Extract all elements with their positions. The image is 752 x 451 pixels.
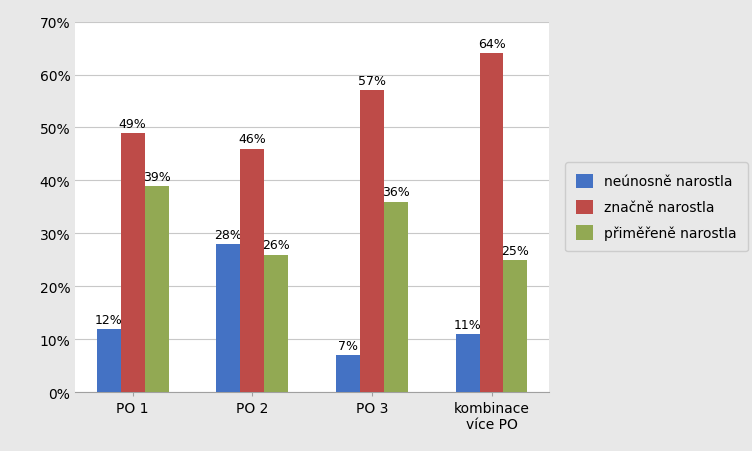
- Text: 25%: 25%: [502, 244, 529, 257]
- Text: 49%: 49%: [119, 117, 147, 130]
- Text: 36%: 36%: [382, 186, 410, 199]
- Text: 28%: 28%: [214, 228, 242, 241]
- Text: 12%: 12%: [95, 313, 123, 326]
- Bar: [241, 149, 264, 392]
- Text: 26%: 26%: [262, 239, 290, 252]
- Legend: neúnosně narostla, značně narostla, přiměřeně narostla: neúnosně narostla, značně narostla, přim…: [566, 163, 748, 252]
- Bar: [336, 355, 360, 392]
- Text: 64%: 64%: [478, 38, 505, 51]
- Text: 7%: 7%: [338, 339, 358, 352]
- Bar: [97, 329, 120, 392]
- Text: 11%: 11%: [453, 318, 481, 331]
- Bar: [504, 260, 527, 392]
- Bar: [144, 186, 168, 392]
- Bar: [384, 202, 408, 392]
- Text: 57%: 57%: [358, 75, 386, 88]
- Bar: [120, 133, 144, 392]
- Bar: [456, 334, 480, 392]
- Bar: [480, 54, 504, 392]
- Text: 39%: 39%: [143, 170, 171, 183]
- Bar: [264, 255, 288, 392]
- Bar: [360, 91, 384, 392]
- Bar: [217, 244, 241, 392]
- Text: 46%: 46%: [238, 133, 266, 146]
